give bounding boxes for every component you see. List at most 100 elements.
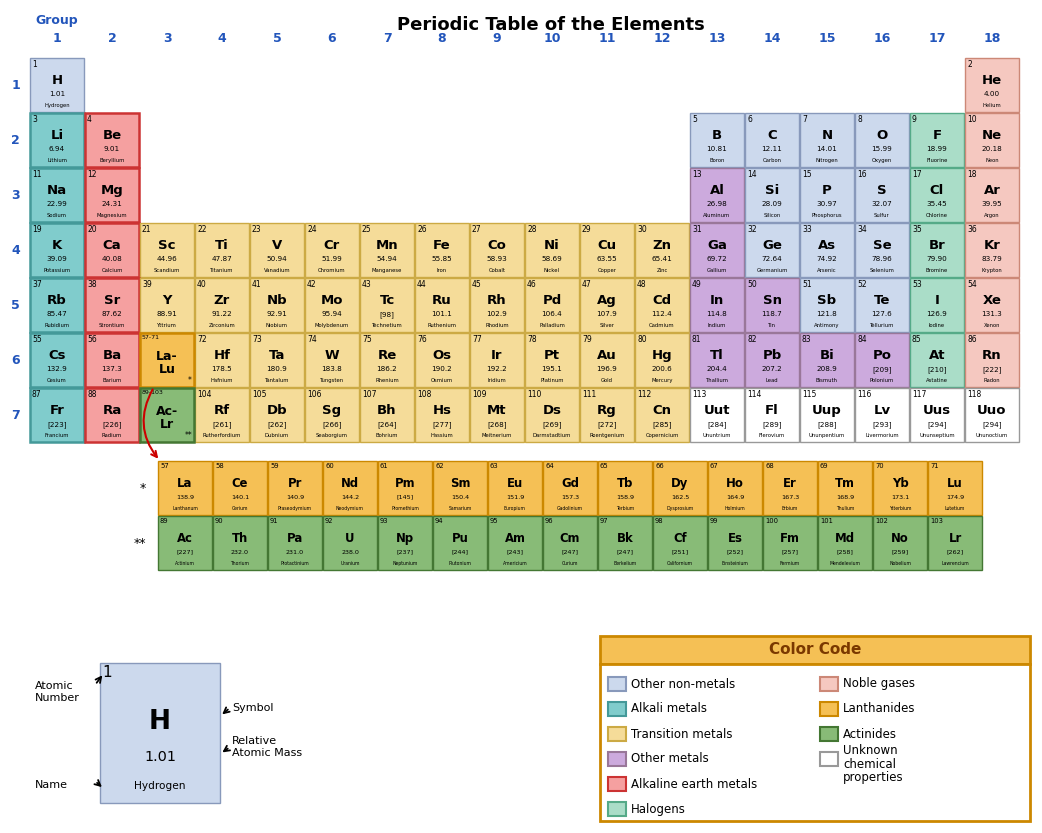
Text: Cm: Cm	[560, 532, 580, 545]
Text: 28.09: 28.09	[762, 202, 783, 207]
Bar	[30, 278, 84, 332]
Text: 73: 73	[252, 335, 262, 344]
Text: Rubidium: Rubidium	[45, 323, 70, 328]
Bar	[415, 223, 469, 277]
Text: Te: Te	[874, 294, 890, 307]
Text: Neon: Neon	[985, 158, 999, 163]
Text: Platinum: Platinum	[540, 378, 564, 383]
Bar	[30, 388, 84, 442]
Text: [210]: [210]	[927, 366, 947, 372]
Text: Uuo: Uuo	[977, 404, 1007, 417]
Text: Eu: Eu	[506, 477, 523, 490]
Bar	[195, 278, 249, 332]
Bar	[965, 278, 1019, 332]
Bar	[525, 388, 579, 442]
Bar	[195, 333, 249, 387]
Text: 114.8: 114.8	[706, 312, 727, 317]
Bar	[140, 388, 194, 442]
Bar	[800, 333, 854, 387]
Text: Carbon: Carbon	[763, 158, 782, 163]
Bar	[415, 333, 469, 387]
Text: Tl: Tl	[711, 349, 724, 362]
Text: 54.94: 54.94	[376, 257, 397, 262]
Bar	[965, 113, 1019, 167]
Text: Sm: Sm	[450, 477, 470, 490]
Text: 32.07: 32.07	[871, 202, 892, 207]
Bar	[745, 333, 799, 387]
Text: Si: Si	[765, 184, 779, 197]
Text: 1: 1	[11, 78, 20, 92]
Text: Selenium: Selenium	[870, 268, 894, 273]
Text: Symbol: Symbol	[232, 703, 273, 713]
Bar	[305, 278, 359, 332]
Text: K: K	[52, 239, 63, 252]
Text: Calcium: Calcium	[101, 268, 123, 273]
Text: 86: 86	[967, 335, 976, 344]
Text: Chlorine: Chlorine	[926, 213, 948, 218]
Text: 157.3: 157.3	[561, 495, 579, 500]
Text: Halogens: Halogens	[631, 802, 686, 816]
Text: Thorium: Thorium	[230, 561, 249, 566]
Text: 12: 12	[86, 170, 97, 179]
Text: Roentgenium: Roentgenium	[590, 433, 625, 438]
Text: [247]: [247]	[562, 550, 578, 555]
Bar	[635, 278, 689, 332]
Text: W: W	[325, 349, 340, 362]
Text: Potassium: Potassium	[44, 268, 71, 273]
Text: 72.64: 72.64	[762, 257, 783, 262]
Text: [262]: [262]	[267, 421, 287, 427]
Bar	[607, 727, 626, 741]
Text: 32: 32	[747, 225, 756, 234]
Text: Rn: Rn	[983, 349, 1001, 362]
Bar	[965, 168, 1019, 222]
Text: 178.5: 178.5	[212, 367, 232, 372]
Text: Tungsten: Tungsten	[320, 378, 344, 383]
Text: Md: Md	[835, 532, 855, 545]
Text: 1.01: 1.01	[144, 750, 176, 764]
Text: 121.8: 121.8	[817, 312, 838, 317]
Text: 106: 106	[307, 390, 322, 399]
Text: 107.9: 107.9	[597, 312, 617, 317]
Bar	[85, 388, 139, 442]
Bar	[30, 58, 84, 112]
Text: 9.01: 9.01	[104, 146, 120, 152]
Text: Sn: Sn	[763, 294, 782, 307]
Text: 67: 67	[710, 463, 719, 469]
Text: Palladium: Palladium	[539, 323, 565, 328]
Bar	[910, 223, 964, 277]
Text: 16: 16	[873, 32, 891, 45]
Text: *: *	[140, 481, 146, 495]
Text: Americium: Americium	[502, 561, 527, 566]
Text: 47.87: 47.87	[212, 257, 232, 262]
Text: Ds: Ds	[543, 404, 562, 417]
Text: Es: Es	[727, 532, 743, 545]
Text: Sr: Sr	[104, 294, 120, 307]
Text: 231.0: 231.0	[286, 550, 304, 555]
Text: Praseodymium: Praseodymium	[278, 506, 312, 511]
Text: Ce: Ce	[231, 477, 248, 490]
Bar	[85, 333, 139, 387]
Text: Chromium: Chromium	[318, 268, 346, 273]
Text: 6: 6	[327, 32, 337, 45]
Text: [244]: [244]	[451, 550, 469, 555]
Bar	[195, 223, 249, 277]
Text: 40.08: 40.08	[102, 257, 122, 262]
Text: [294]: [294]	[927, 421, 947, 427]
Text: 6: 6	[747, 115, 752, 124]
Text: Radium: Radium	[102, 433, 122, 438]
Text: Magnesium: Magnesium	[97, 213, 127, 218]
Text: Mendelevium: Mendelevium	[829, 561, 861, 566]
Bar	[873, 516, 927, 570]
Text: Ytterbium: Ytterbium	[889, 506, 912, 511]
Bar	[525, 333, 579, 387]
Text: 13: 13	[692, 170, 701, 179]
Text: Hydrogen: Hydrogen	[134, 781, 185, 791]
Bar	[763, 461, 817, 515]
Text: [277]: [277]	[432, 421, 452, 427]
Bar	[965, 388, 1019, 442]
Text: 118: 118	[967, 390, 982, 399]
Text: Scandium: Scandium	[154, 268, 180, 273]
Text: 15: 15	[802, 170, 812, 179]
Text: Ununtrium: Ununtrium	[702, 433, 731, 438]
Bar	[359, 333, 414, 387]
